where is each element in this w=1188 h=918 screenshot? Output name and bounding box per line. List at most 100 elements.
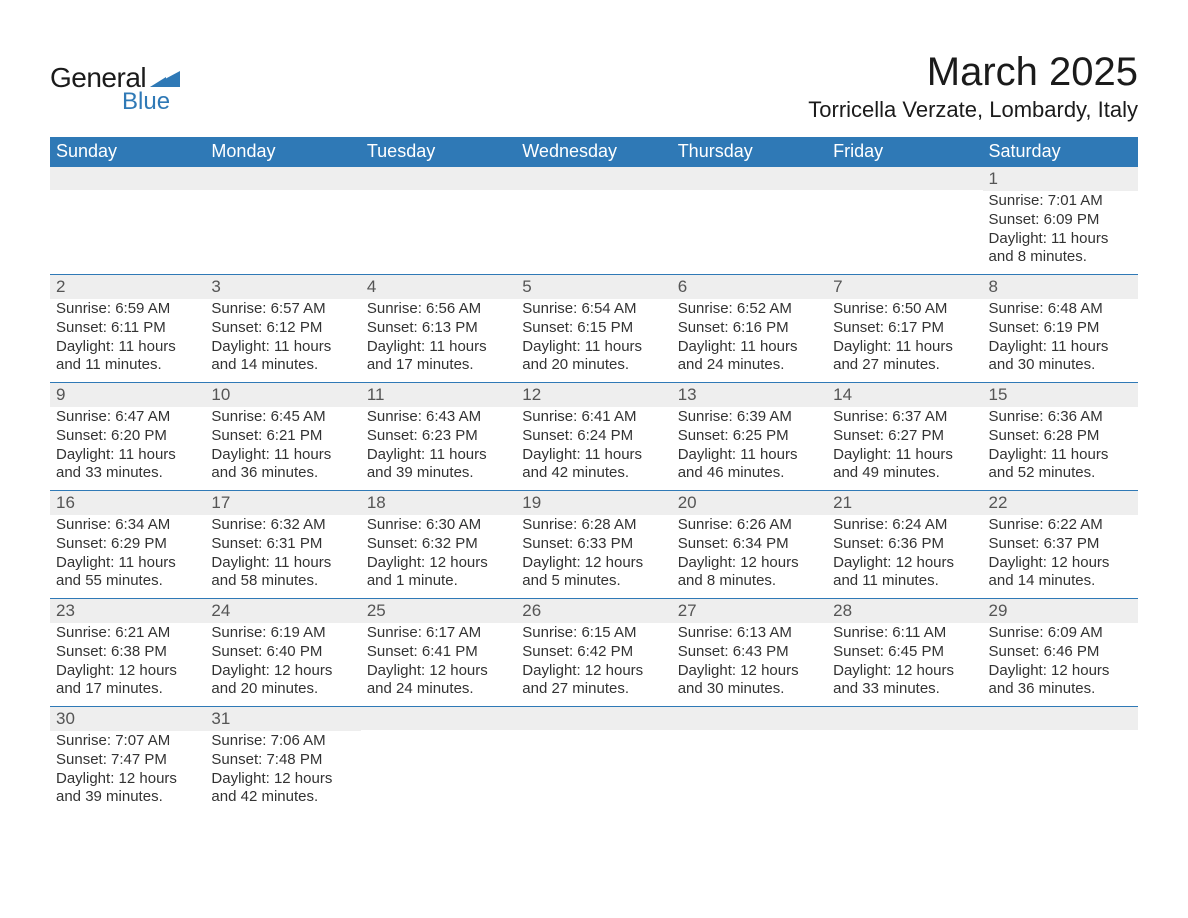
day-number: 30 <box>50 707 205 731</box>
sunrise-text: Sunrise: 6:45 AM <box>211 408 354 427</box>
daylight-text: Daylight: 11 hours and 11 minutes. <box>56 338 199 376</box>
calendar-cell: 22Sunrise: 6:22 AMSunset: 6:37 PMDayligh… <box>983 490 1138 598</box>
day-body: Sunrise: 6:57 AMSunset: 6:12 PMDaylight:… <box>205 299 360 379</box>
calendar-cell <box>361 706 516 814</box>
calendar-cell <box>205 166 360 274</box>
day-number: 21 <box>827 491 982 515</box>
day-number: 16 <box>50 491 205 515</box>
daylight-text: Daylight: 12 hours and 33 minutes. <box>833 662 976 700</box>
calendar-row: 2Sunrise: 6:59 AMSunset: 6:11 PMDaylight… <box>50 274 1138 382</box>
sunrise-text: Sunrise: 6:26 AM <box>678 516 821 535</box>
day-number: 27 <box>672 599 827 623</box>
daylight-text: Daylight: 11 hours and 24 minutes. <box>678 338 821 376</box>
day-number: 18 <box>361 491 516 515</box>
day-body: Sunrise: 6:59 AMSunset: 6:11 PMDaylight:… <box>50 299 205 379</box>
daylight-text: Daylight: 12 hours and 42 minutes. <box>211 770 354 808</box>
day-number: 13 <box>672 383 827 407</box>
sunrise-text: Sunrise: 6:54 AM <box>522 300 665 319</box>
day-body: Sunrise: 6:43 AMSunset: 6:23 PMDaylight:… <box>361 407 516 487</box>
col-monday: Monday <box>205 137 360 166</box>
sunrise-text: Sunrise: 6:13 AM <box>678 624 821 643</box>
calendar-cell: 5Sunrise: 6:54 AMSunset: 6:15 PMDaylight… <box>516 274 671 382</box>
daylight-text: Daylight: 11 hours and 14 minutes. <box>211 338 354 376</box>
sunrise-text: Sunrise: 6:28 AM <box>522 516 665 535</box>
calendar-row: 23Sunrise: 6:21 AMSunset: 6:38 PMDayligh… <box>50 598 1138 706</box>
daylight-text: Daylight: 11 hours and 42 minutes. <box>522 446 665 484</box>
sunrise-text: Sunrise: 6:09 AM <box>989 624 1132 643</box>
daylight-text: Daylight: 12 hours and 20 minutes. <box>211 662 354 700</box>
day-body: Sunrise: 6:21 AMSunset: 6:38 PMDaylight:… <box>50 623 205 703</box>
day-number: 24 <box>205 599 360 623</box>
header: General Blue March 2025 Torricella Verza… <box>50 50 1138 131</box>
day-number: 23 <box>50 599 205 623</box>
day-number: 3 <box>205 275 360 299</box>
day-number: 1 <box>983 167 1138 191</box>
calendar-cell: 13Sunrise: 6:39 AMSunset: 6:25 PMDayligh… <box>672 382 827 490</box>
calendar-cell <box>516 166 671 274</box>
calendar-body: 1Sunrise: 7:01 AMSunset: 6:09 PMDaylight… <box>50 166 1138 814</box>
sunrise-text: Sunrise: 6:48 AM <box>989 300 1132 319</box>
calendar-cell: 19Sunrise: 6:28 AMSunset: 6:33 PMDayligh… <box>516 490 671 598</box>
sunset-text: Sunset: 6:15 PM <box>522 319 665 338</box>
calendar-cell: 21Sunrise: 6:24 AMSunset: 6:36 PMDayligh… <box>827 490 982 598</box>
calendar-cell <box>361 166 516 274</box>
day-number: 8 <box>983 275 1138 299</box>
day-number: 2 <box>50 275 205 299</box>
calendar-cell: 25Sunrise: 6:17 AMSunset: 6:41 PMDayligh… <box>361 598 516 706</box>
daylight-text: Daylight: 12 hours and 1 minute. <box>367 554 510 592</box>
sunrise-text: Sunrise: 6:39 AM <box>678 408 821 427</box>
daylight-text: Daylight: 11 hours and 36 minutes. <box>211 446 354 484</box>
day-number: 4 <box>361 275 516 299</box>
sunset-text: Sunset: 6:12 PM <box>211 319 354 338</box>
sunrise-text: Sunrise: 6:19 AM <box>211 624 354 643</box>
weekday-header-row: Sunday Monday Tuesday Wednesday Thursday… <box>50 137 1138 166</box>
daylight-text: Daylight: 12 hours and 14 minutes. <box>989 554 1132 592</box>
daylight-text: Daylight: 12 hours and 36 minutes. <box>989 662 1132 700</box>
sunrise-text: Sunrise: 6:15 AM <box>522 624 665 643</box>
calendar-cell <box>672 166 827 274</box>
day-number: 17 <box>205 491 360 515</box>
day-body: Sunrise: 6:30 AMSunset: 6:32 PMDaylight:… <box>361 515 516 595</box>
calendar-cell <box>516 706 671 814</box>
calendar-cell: 28Sunrise: 6:11 AMSunset: 6:45 PMDayligh… <box>827 598 982 706</box>
calendar-cell: 31Sunrise: 7:06 AMSunset: 7:48 PMDayligh… <box>205 706 360 814</box>
calendar-cell: 29Sunrise: 6:09 AMSunset: 6:46 PMDayligh… <box>983 598 1138 706</box>
month-title: March 2025 <box>808 50 1138 95</box>
daylight-text: Daylight: 11 hours and 30 minutes. <box>989 338 1132 376</box>
calendar-cell: 9Sunrise: 6:47 AMSunset: 6:20 PMDaylight… <box>50 382 205 490</box>
sunset-text: Sunset: 6:40 PM <box>211 643 354 662</box>
day-body: Sunrise: 6:39 AMSunset: 6:25 PMDaylight:… <box>672 407 827 487</box>
sunset-text: Sunset: 6:41 PM <box>367 643 510 662</box>
sunrise-text: Sunrise: 6:24 AM <box>833 516 976 535</box>
daylight-text: Daylight: 11 hours and 17 minutes. <box>367 338 510 376</box>
calendar-row: 9Sunrise: 6:47 AMSunset: 6:20 PMDaylight… <box>50 382 1138 490</box>
sunrise-text: Sunrise: 7:07 AM <box>56 732 199 751</box>
calendar-cell: 7Sunrise: 6:50 AMSunset: 6:17 PMDaylight… <box>827 274 982 382</box>
calendar-cell: 24Sunrise: 6:19 AMSunset: 6:40 PMDayligh… <box>205 598 360 706</box>
sunset-text: Sunset: 6:21 PM <box>211 427 354 446</box>
calendar-cell: 15Sunrise: 6:36 AMSunset: 6:28 PMDayligh… <box>983 382 1138 490</box>
day-number: 7 <box>827 275 982 299</box>
daylight-text: Daylight: 12 hours and 24 minutes. <box>367 662 510 700</box>
sunrise-text: Sunrise: 6:30 AM <box>367 516 510 535</box>
sunset-text: Sunset: 6:29 PM <box>56 535 199 554</box>
calendar-cell: 27Sunrise: 6:13 AMSunset: 6:43 PMDayligh… <box>672 598 827 706</box>
day-body: Sunrise: 6:09 AMSunset: 6:46 PMDaylight:… <box>983 623 1138 703</box>
day-number: 9 <box>50 383 205 407</box>
sunrise-text: Sunrise: 6:52 AM <box>678 300 821 319</box>
title-block: March 2025 Torricella Verzate, Lombardy,… <box>808 50 1138 131</box>
day-body: Sunrise: 6:47 AMSunset: 6:20 PMDaylight:… <box>50 407 205 487</box>
sunset-text: Sunset: 6:23 PM <box>367 427 510 446</box>
calendar-row: 16Sunrise: 6:34 AMSunset: 6:29 PMDayligh… <box>50 490 1138 598</box>
sunset-text: Sunset: 6:16 PM <box>678 319 821 338</box>
calendar-cell: 6Sunrise: 6:52 AMSunset: 6:16 PMDaylight… <box>672 274 827 382</box>
daylight-text: Daylight: 11 hours and 55 minutes. <box>56 554 199 592</box>
calendar-cell: 23Sunrise: 6:21 AMSunset: 6:38 PMDayligh… <box>50 598 205 706</box>
daylight-text: Daylight: 12 hours and 39 minutes. <box>56 770 199 808</box>
day-number: 5 <box>516 275 671 299</box>
day-body: Sunrise: 6:36 AMSunset: 6:28 PMDaylight:… <box>983 407 1138 487</box>
day-number: 29 <box>983 599 1138 623</box>
day-body: Sunrise: 6:32 AMSunset: 6:31 PMDaylight:… <box>205 515 360 595</box>
location: Torricella Verzate, Lombardy, Italy <box>808 97 1138 123</box>
day-number: 25 <box>361 599 516 623</box>
